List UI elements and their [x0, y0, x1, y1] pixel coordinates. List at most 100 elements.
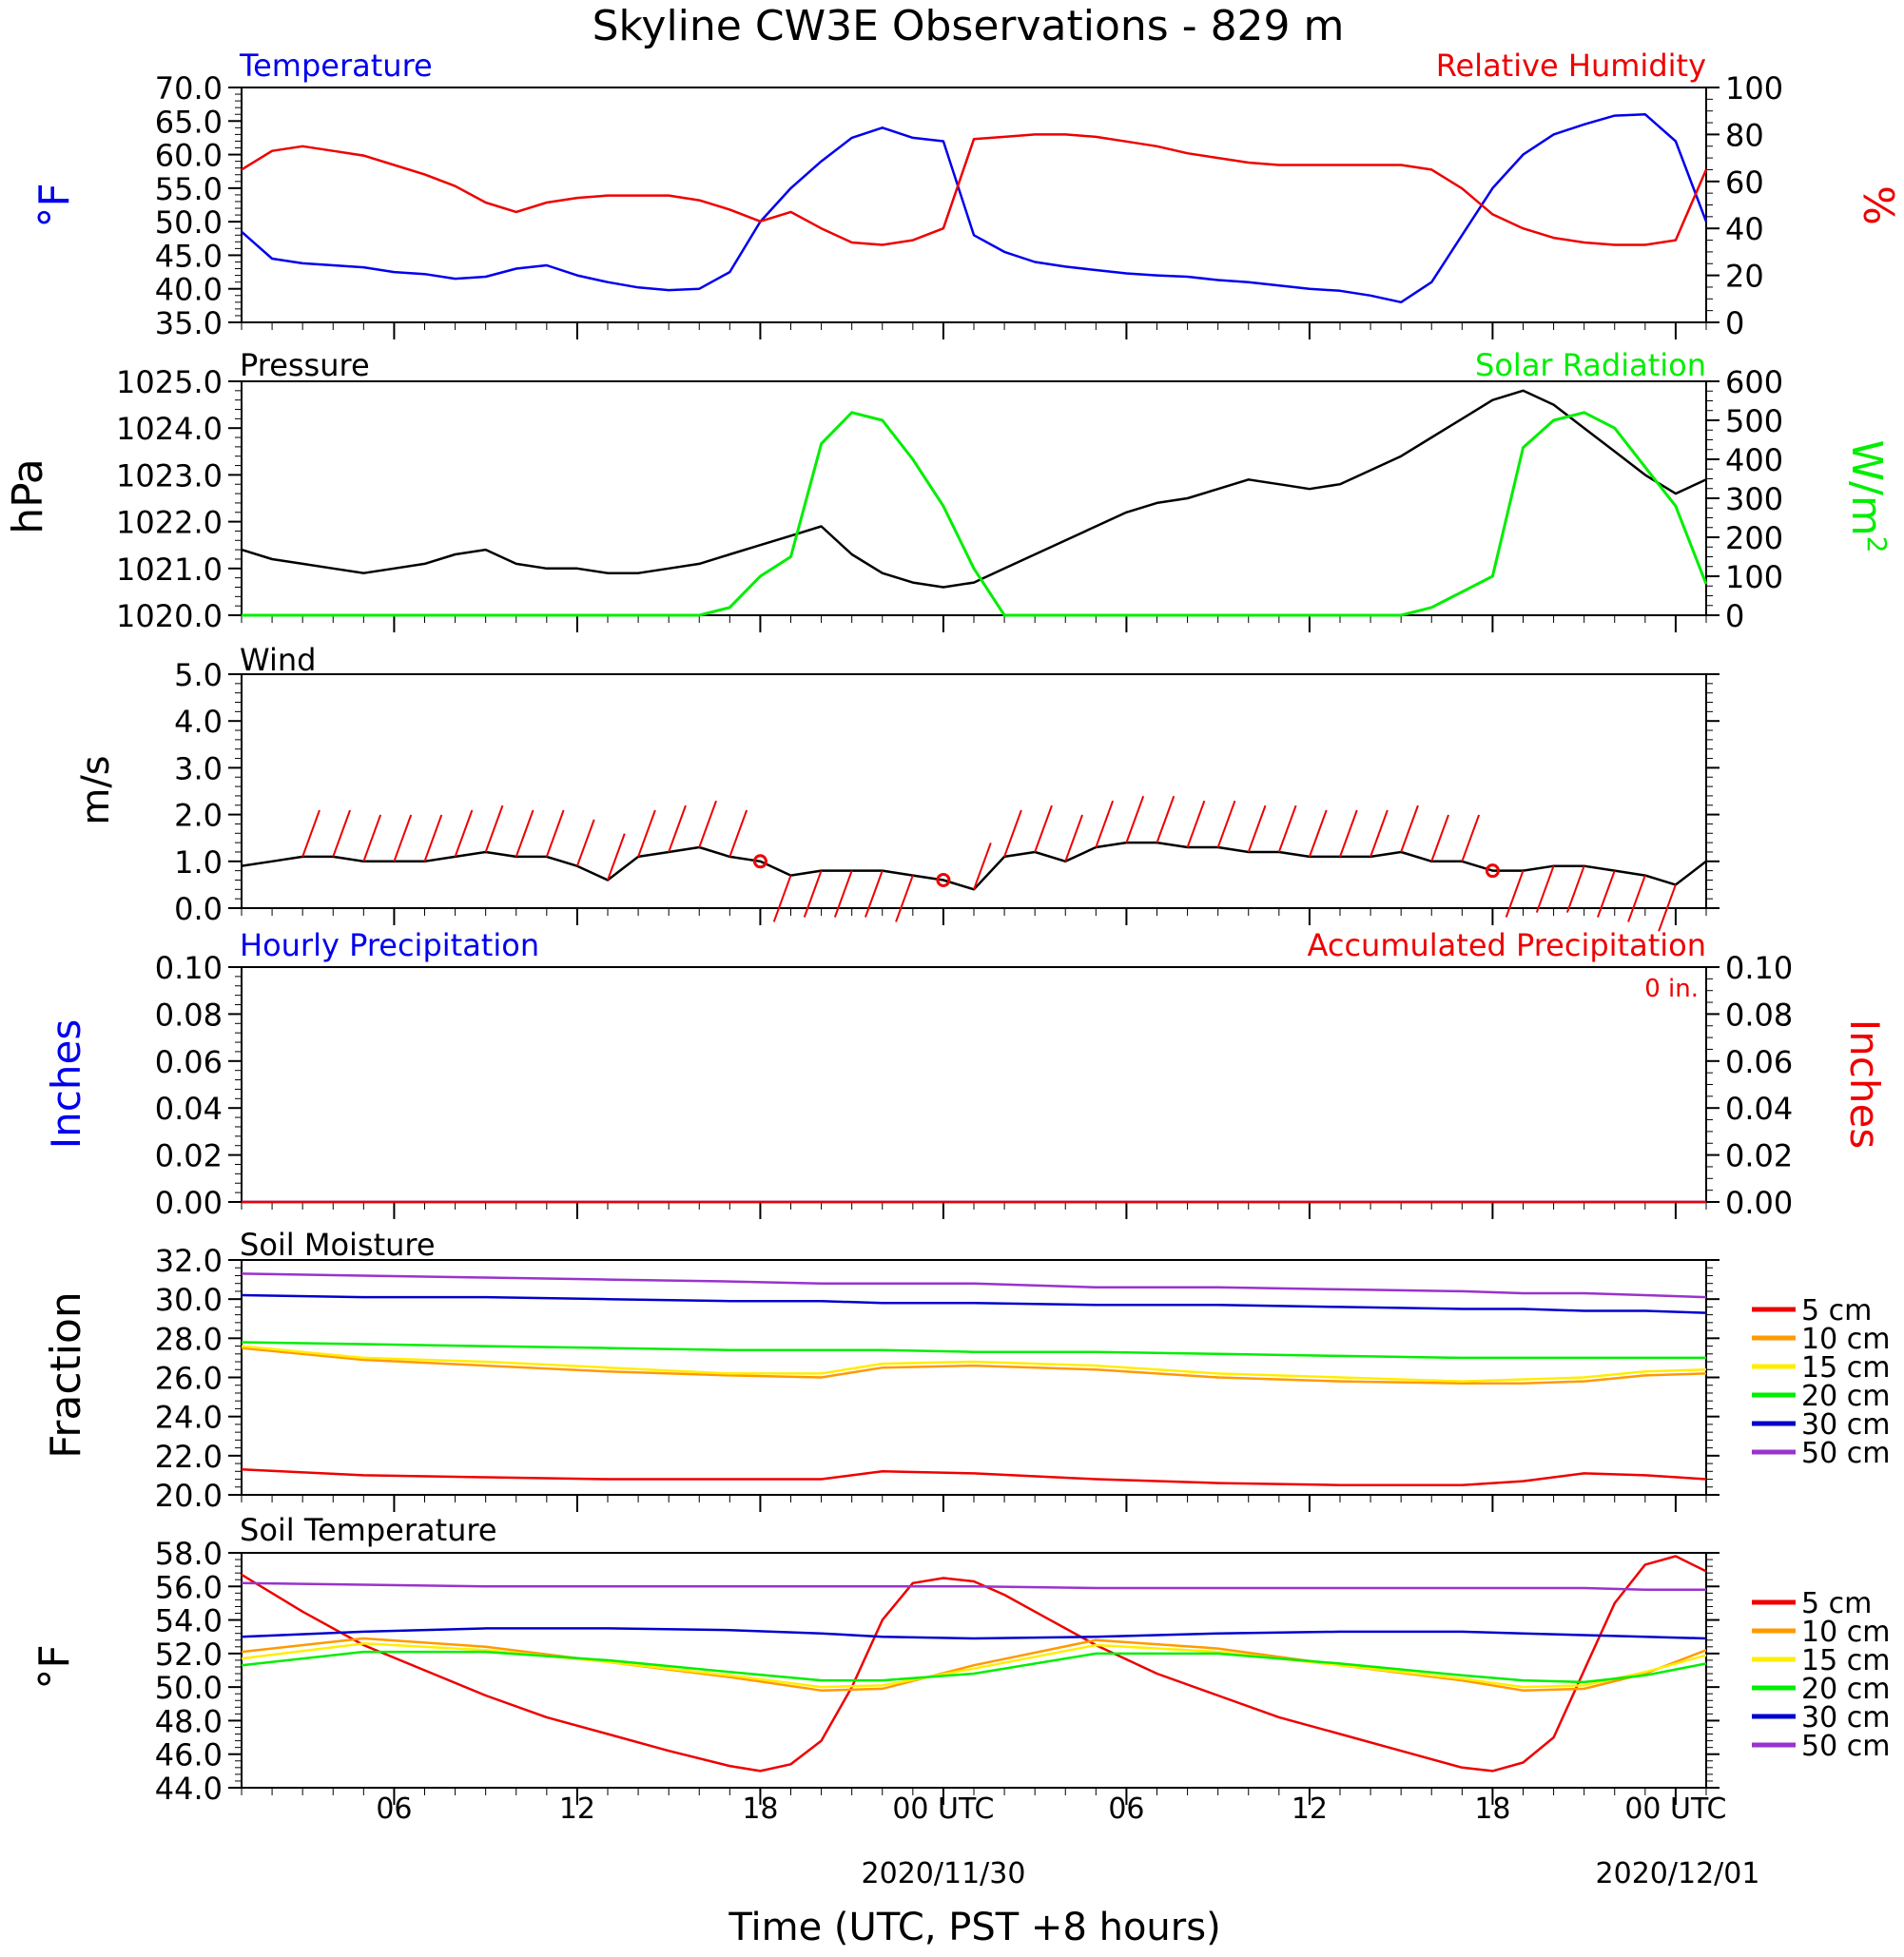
wind-barb	[772, 875, 792, 922]
y-tick-label: 0.08	[155, 997, 223, 1033]
legend-label: 10 cm	[1801, 1616, 1890, 1649]
y-tick-label: 20.0	[155, 1478, 223, 1514]
y-tick-label: 5.0	[174, 657, 223, 693]
wind-barb	[973, 843, 992, 890]
y-tick-label: 46.0	[155, 1737, 223, 1773]
y-tick-label: 35.0	[155, 305, 223, 341]
y-tick-label: 28.0	[155, 1321, 223, 1357]
panel-plot-precip	[228, 966, 1719, 1219]
wind-barb	[423, 814, 443, 862]
wind-barb	[1064, 814, 1083, 862]
y-tick-label: 52.0	[155, 1637, 223, 1673]
series-line-30-cm	[241, 1293, 1707, 1314]
wind-barb	[803, 870, 823, 918]
panel-soil-temperature: Soil Temperature °F	[30, 1512, 497, 1690]
panel-plot-soil_moisture	[228, 1259, 1796, 1512]
wind-barb	[1216, 800, 1236, 848]
y-tick-label: 0.0	[174, 891, 223, 927]
y-tick-label: 0.10	[155, 950, 223, 986]
wind-barb	[607, 833, 626, 881]
x-tick-label: 18	[1474, 1792, 1510, 1826]
soil-moisture-unit-label: Fraction	[42, 1291, 90, 1459]
series-line-10-cm	[241, 1637, 1707, 1692]
y-tick-label-right: 400	[1725, 442, 1783, 478]
wind-barb	[332, 809, 351, 858]
legend-label: 50 cm	[1801, 1730, 1890, 1763]
y-tick-label: 0.00	[155, 1185, 223, 1221]
wind-barb	[1597, 870, 1616, 918]
y-tick-label-right: 40	[1725, 211, 1764, 247]
series-line-50-cm	[241, 1272, 1707, 1299]
y-tick-label-right: 0.00	[1725, 1185, 1793, 1221]
wind-calm-marker	[936, 872, 951, 887]
legend-label: 30 cm	[1801, 1701, 1890, 1734]
legend-label: 20 cm	[1801, 1380, 1890, 1413]
humidity-unit-label: %	[1854, 185, 1902, 225]
wind-barb	[454, 809, 474, 858]
temperature-title: Temperature	[239, 48, 433, 84]
wind-barb	[1461, 814, 1481, 862]
y-tick-label: 70.0	[155, 70, 223, 107]
x-axis-label: Time (UTC, PST +8 hours)	[728, 1906, 1220, 1949]
legend-label: 5 cm	[1801, 1587, 1872, 1620]
y-tick-label-right: 0.06	[1725, 1044, 1793, 1080]
y-tick-label: 55.0	[155, 171, 223, 207]
series-line-10-cm	[241, 1347, 1707, 1385]
wind-barb	[865, 870, 884, 918]
series-line-5-cm	[241, 1555, 1707, 1773]
chart-title: Skyline CW3E Observations - 829 m	[593, 2, 1345, 50]
y-tick-label: 1024.0	[116, 411, 223, 447]
y-tick-label: 0.02	[155, 1138, 223, 1174]
y-tick-label: 58.0	[155, 1536, 223, 1572]
y-tick-label: 1025.0	[116, 364, 223, 400]
series-line-relative-humidity	[241, 133, 1708, 246]
y-tick-label: 60.0	[155, 138, 223, 174]
series-line-30-cm	[241, 1627, 1707, 1640]
legend-label: 15 cm	[1801, 1644, 1890, 1677]
x-tick-label: 00 UTC	[1624, 1792, 1726, 1826]
y-tick-label: 56.0	[155, 1569, 223, 1605]
temperature-unit-label: °F	[30, 183, 79, 227]
panel-pressure-solar: Pressure Solar Radiation hPa W/m2	[4, 347, 1893, 553]
wind-unit-label: m/s	[74, 755, 118, 824]
x-date-label-2: 2020/12/01	[1596, 1857, 1760, 1890]
y-tick-label: 1.0	[174, 844, 223, 881]
wind-barb	[1308, 809, 1328, 858]
wind-barb	[1003, 809, 1022, 858]
wind-barb	[1095, 800, 1115, 848]
wind-calm-marker	[752, 854, 767, 869]
y-tick-label-right: 100	[1725, 559, 1783, 595]
y-tick-label-right: 80	[1725, 117, 1764, 153]
series-line-20-cm	[241, 1650, 1707, 1684]
legend-label: 10 cm	[1801, 1323, 1890, 1356]
accum-precip-title: Accumulated Precipitation	[1308, 927, 1706, 963]
x-date-label-1: 2020/11/30	[862, 1857, 1026, 1890]
hourly-precip-title: Hourly Precipitation	[240, 927, 539, 963]
y-tick-label: 50.0	[155, 1670, 223, 1706]
y-tick-label-right: 0	[1725, 598, 1744, 634]
wind-barb	[1565, 865, 1585, 913]
y-tick-label: 65.0	[155, 104, 223, 140]
wind-barb	[1277, 804, 1297, 853]
wind-barb	[668, 804, 687, 853]
soil-temp-unit-label: °F	[30, 1644, 79, 1689]
wind-barb	[1658, 884, 1677, 932]
wind-barb	[362, 814, 382, 862]
wind-barb	[515, 809, 534, 858]
y-tick-label: 50.0	[155, 204, 223, 241]
hourly-precip-unit-label: Inches	[43, 1019, 89, 1149]
wind-barb	[1505, 870, 1525, 918]
y-tick-label: 2.0	[174, 798, 223, 834]
series-line-5-cm	[241, 1467, 1707, 1486]
x-tick-label: 12	[559, 1792, 595, 1826]
plot-layer: 70.065.060.055.050.045.040.035.010080604…	[116, 70, 1890, 1826]
panel-plot-pressure_solar	[228, 380, 1719, 632]
x-tick-label: 00 UTC	[892, 1792, 994, 1826]
wind-title: Wind	[240, 642, 316, 678]
panel-plot-temp_rh	[228, 87, 1719, 339]
soil-temp-title: Soil Temperature	[240, 1512, 497, 1548]
y-tick-label: 4.0	[174, 704, 223, 740]
y-tick-label: 0.04	[155, 1091, 223, 1127]
wind-barb	[1370, 809, 1389, 858]
